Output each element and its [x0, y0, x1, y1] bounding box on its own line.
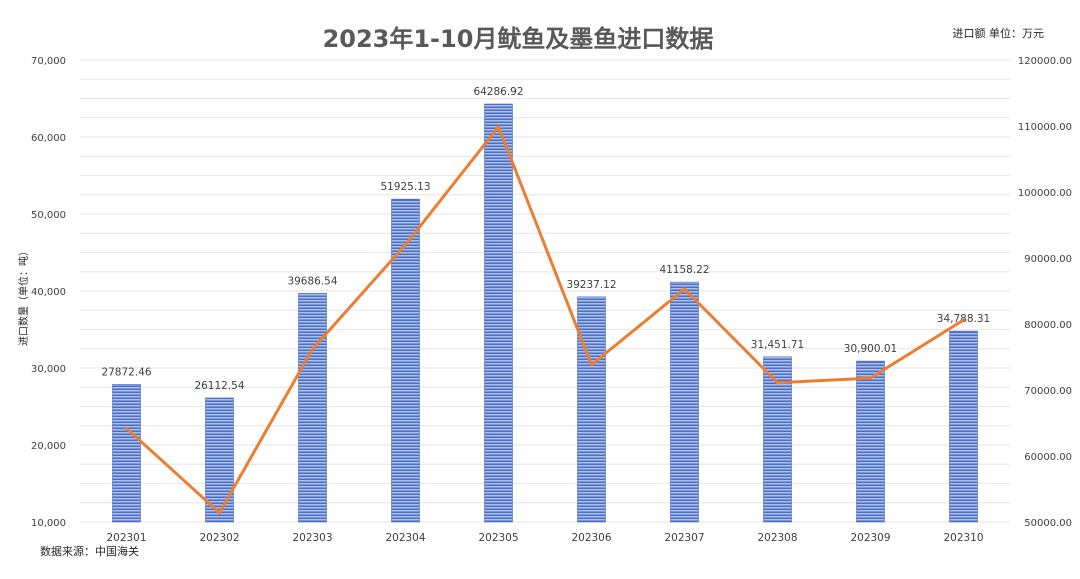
left-tick-label: 70,000 — [31, 56, 66, 67]
bar-202309 — [856, 360, 885, 523]
chart-title: 2023年1-10月鱿鱼及墨鱼进口数据 — [323, 25, 714, 53]
bar-value-label: 26112.54 — [194, 380, 244, 392]
bar-data-labels: 27872.46 26112.54 39686.54 51925.13 64286.92… — [101, 86, 990, 392]
right-tick-label: 110000.00 — [1018, 122, 1072, 133]
left-tick-label: 20,000 — [31, 441, 66, 452]
bar-value-label: 27872.46 — [101, 366, 151, 378]
left-axis: 10,000 20,000 30,000 40,000 50,000 60,000 70,0… — [31, 56, 66, 529]
bar-value-label: 31,451.71 — [751, 339, 804, 351]
bar-series — [112, 103, 978, 523]
right-tick-label: 50000.00 — [1024, 518, 1072, 529]
bar-202304 — [391, 198, 420, 523]
right-tick-label: 80000.00 — [1024, 320, 1072, 331]
right-tick-label: 120000.00 — [1018, 56, 1072, 67]
right-tick-label: 60000.00 — [1024, 452, 1072, 463]
bar-202305 — [484, 103, 513, 523]
left-tick-label: 60,000 — [31, 133, 66, 144]
right-tick-label: 70000.00 — [1024, 386, 1072, 397]
x-tick-label: 202307 — [664, 532, 704, 544]
bar-value-label: 39686.54 — [287, 275, 337, 287]
right-tick-label: 90000.00 — [1024, 254, 1072, 265]
bar-202306 — [577, 296, 606, 523]
bar-value-label: 41158.22 — [659, 264, 709, 276]
right-axis: 50000.00 60000.00 70000.00 80000.00 90000.00… — [1018, 56, 1072, 529]
bar-202310 — [949, 330, 978, 523]
left-tick-label: 30,000 — [31, 364, 66, 375]
line-path — [125, 125, 965, 515]
x-tick-label: 202304 — [385, 532, 425, 544]
left-tick-label: 10,000 — [31, 518, 66, 529]
left-tick-label: 40,000 — [31, 287, 66, 298]
x-tick-label: 202310 — [943, 532, 983, 544]
right-axis-unit-label: 进口额 单位：万元 — [953, 26, 1045, 40]
bar-202307 — [670, 281, 699, 523]
bar-202301 — [112, 384, 141, 523]
x-tick-label: 202305 — [478, 532, 518, 544]
source-note: 数据来源：中国海关 — [40, 544, 139, 558]
gridlines — [80, 59, 1010, 523]
bar-value-label: 39237.12 — [566, 279, 616, 291]
x-tick-label: 202306 — [571, 532, 611, 544]
x-tick-label: 202303 — [292, 532, 332, 544]
bar-value-label: 51925.13 — [380, 181, 430, 193]
bar-value-label: 64286.92 — [473, 86, 523, 98]
bar-202302 — [205, 397, 234, 523]
left-tick-label: 50,000 — [31, 210, 66, 221]
left-axis-title: 进口数量（单位：吨） — [17, 246, 30, 346]
right-tick-label: 100000.00 — [1018, 188, 1072, 199]
bar-value-label: 30,900.01 — [844, 343, 897, 355]
x-tick-label: 202302 — [199, 532, 239, 544]
x-tick-label: 202308 — [757, 532, 797, 544]
bar-202308 — [763, 356, 792, 523]
x-tick-label: 202301 — [106, 532, 146, 544]
x-tick-label: 202309 — [850, 532, 890, 544]
bar-202303 — [298, 293, 327, 523]
x-axis: 202301 202302 202303 202304 202305 202306 2023… — [106, 532, 983, 544]
line-series — [125, 125, 965, 515]
